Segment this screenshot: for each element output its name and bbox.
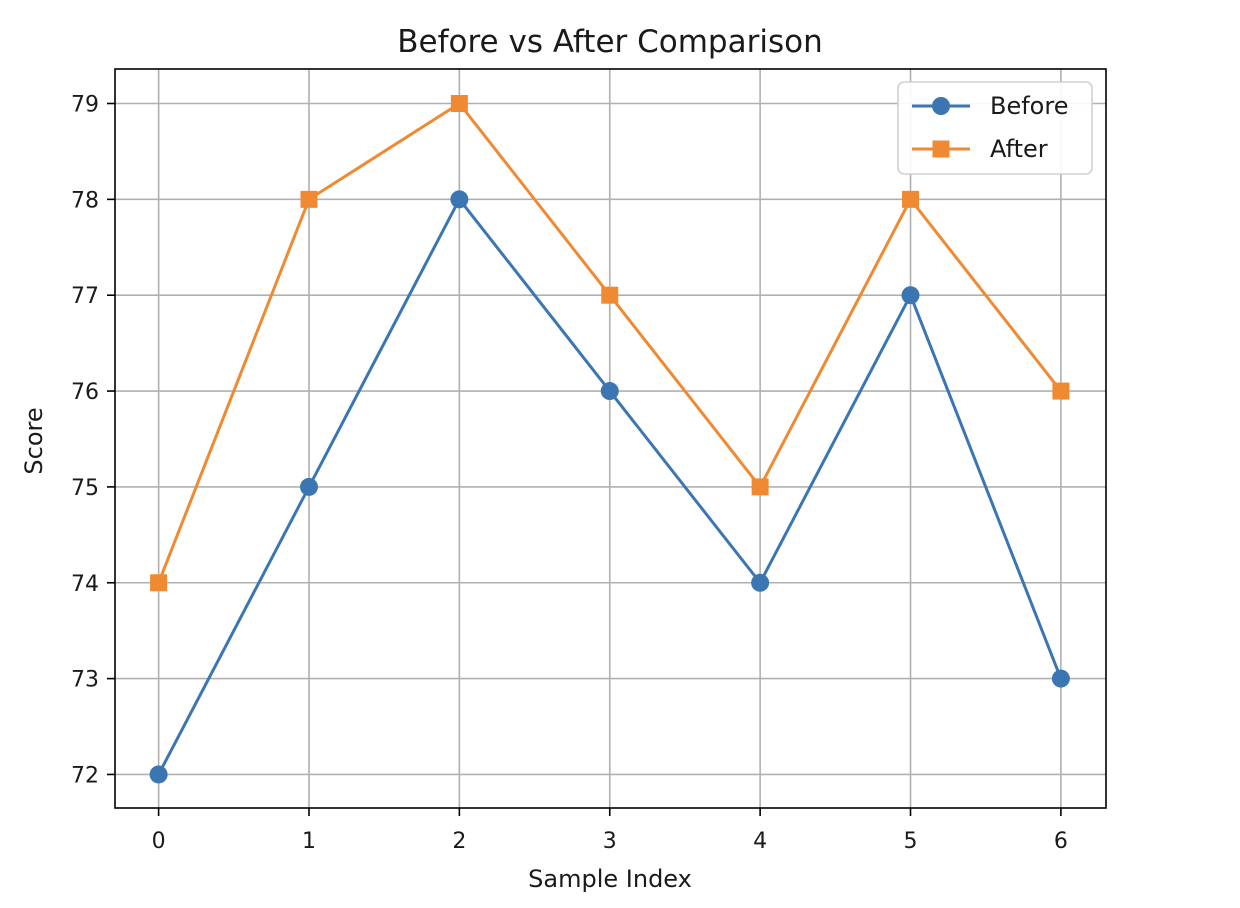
y-tick-label: 79 [71,93,99,118]
y-tick-label: 75 [71,476,99,501]
data-point-before [1051,669,1070,688]
data-point-before [299,477,318,496]
y-tick-label: 74 [71,572,99,597]
y-tick-label: 73 [71,668,99,693]
x-axis-label: Sample Index [528,865,692,893]
data-point-before [751,573,770,592]
y-tick-label: 78 [71,188,99,213]
data-point-before [149,765,168,784]
y-tick-label: 72 [71,763,99,788]
legend-marker-after [932,140,950,158]
series-before [149,190,1070,784]
data-point-after [902,190,920,208]
series-after [150,95,1070,592]
legend-item-after: After [912,135,1048,163]
y-tick-label: 76 [71,380,99,405]
data-point-after [601,286,619,304]
x-tick-label: 6 [1054,829,1068,854]
x-tick-label: 3 [603,829,617,854]
chart-title: Before vs After Comparison [397,24,822,60]
y-axis-ticks: 72 73 74 75 76 77 78 79 [71,93,115,788]
data-point-after [450,95,468,113]
x-tick-label: 5 [904,829,918,854]
data-point-before [600,382,619,401]
y-tick-label: 77 [71,284,99,309]
x-axis-ticks: 0 1 2 3 4 5 6 [152,808,1068,854]
data-point-before [450,190,469,209]
data-point-after [751,478,769,496]
data-point-after [300,190,318,208]
data-point-after [1052,382,1070,400]
legend-item-before: Before [912,92,1068,120]
legend: Before After [897,81,1093,175]
legend-marker-before [932,97,950,115]
x-tick-label: 1 [302,829,316,854]
data-point-after [150,574,168,592]
x-tick-label: 0 [152,829,166,854]
legend-label-after: After [990,135,1048,163]
legend-label-before: Before [990,92,1068,120]
series-layer [149,95,1070,784]
x-tick-label: 2 [452,829,466,854]
x-tick-label: 4 [753,829,767,854]
y-axis-label: Score [20,407,48,474]
data-point-before [901,286,920,305]
